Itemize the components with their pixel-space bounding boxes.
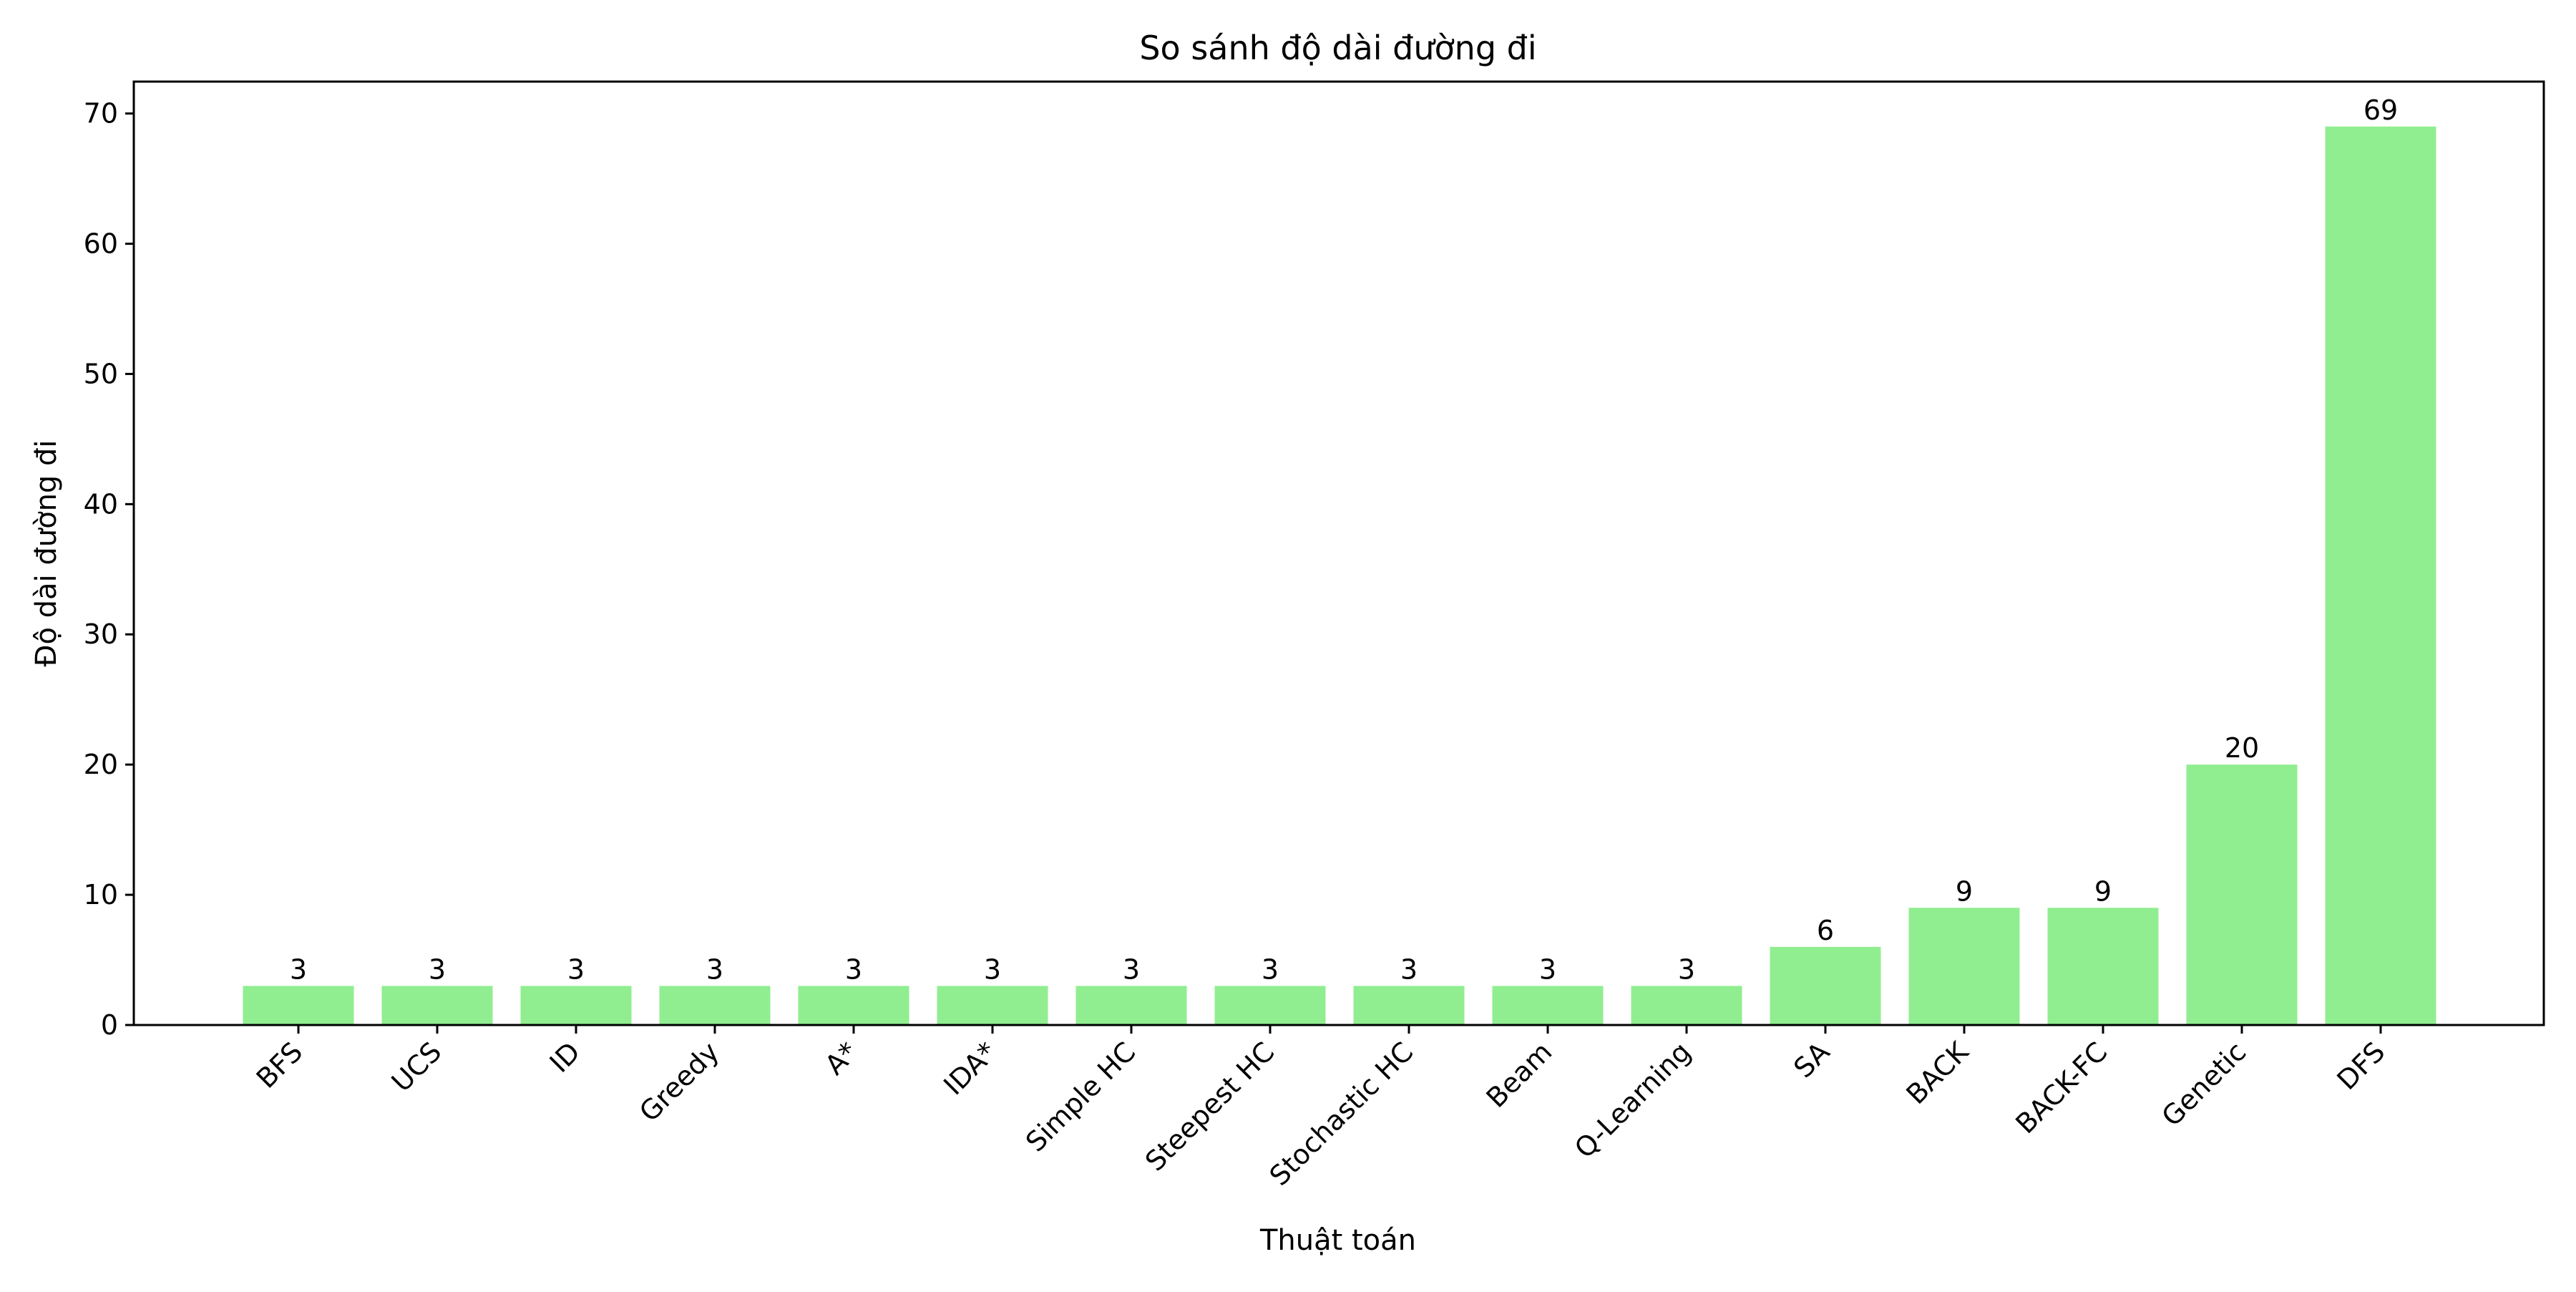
x-tick-label: UCS [386, 1036, 448, 1098]
bar-value-label: 20 [2225, 732, 2259, 764]
x-tick-label: BACK-FC [2009, 1036, 2113, 1140]
bar [659, 986, 771, 1025]
x-tick-label: Q-Learning [1568, 1036, 1697, 1164]
y-tick-label: 60 [84, 228, 118, 259]
x-tick-label: ID [544, 1036, 587, 1079]
bar-value-label: 3 [290, 953, 307, 985]
bar-value-label: 3 [706, 953, 723, 985]
plot-frame [132, 80, 2545, 1026]
x-tick-label: BACK [1901, 1035, 1976, 1110]
bar [1908, 908, 2020, 1025]
bar [2047, 908, 2159, 1025]
x-tick-label: Simple HC [1020, 1036, 1141, 1157]
x-tick-label: SA [1787, 1036, 1835, 1084]
x-tick-label: Genetic [2156, 1036, 2253, 1132]
bar-value-label: 3 [567, 953, 585, 985]
y-tick-label: 20 [84, 749, 118, 780]
y-tick-label: 30 [84, 618, 118, 650]
bar [243, 986, 354, 1025]
x-tick-label: DFS [2331, 1036, 2391, 1096]
bar [1631, 986, 1742, 1025]
x-tick-label: BFS [250, 1036, 309, 1094]
bar [381, 986, 493, 1025]
bar-value-label: 9 [2094, 875, 2112, 907]
x-tick-label: Beam [1480, 1036, 1558, 1114]
bar-value-label: 3 [1678, 953, 1695, 985]
bar-value-label: 3 [984, 953, 1001, 985]
bar-value-label: 3 [1262, 953, 1279, 985]
bar-value-label: 3 [429, 953, 446, 985]
bar-value-label: 3 [1123, 953, 1140, 985]
x-tick-label: Stochastic HC [1264, 1036, 1420, 1192]
y-tick-label: 10 [84, 879, 118, 910]
bar-value-label: 69 [2363, 94, 2398, 126]
bar [1492, 986, 1604, 1025]
ticks-layer: 0 10 20 30 40 50 60 70 BFS UCS ID Greedy A* IDA* Simpl… [84, 98, 2391, 1192]
bar [798, 986, 909, 1025]
bar [520, 986, 632, 1025]
bar [1770, 946, 1881, 1025]
bar-value-label: 3 [1539, 953, 1556, 985]
x-axis-label: Thuật toán [1259, 1224, 1416, 1257]
bar [2325, 126, 2436, 1025]
bar [1075, 986, 1187, 1025]
bar-value-label: 3 [1400, 953, 1418, 985]
bar-value-label: 6 [1817, 915, 1834, 946]
x-tick-label: Greedy [633, 1036, 725, 1127]
x-tick-label: A* [819, 1036, 864, 1081]
bar [2186, 764, 2298, 1025]
y-tick-label: 40 [84, 488, 118, 520]
chart-title: So sánh độ dài đường đi [1139, 29, 1536, 67]
bar [1353, 986, 1465, 1025]
y-axis-label: Độ dài đường đi [30, 439, 63, 666]
x-tick-label: IDA* [937, 1036, 1002, 1101]
y-tick-label: 70 [84, 98, 118, 130]
x-tick-label: Steepest HC [1139, 1036, 1280, 1177]
bar [937, 986, 1048, 1025]
bar-value-label: 9 [1956, 875, 1973, 907]
bar-value-label: 3 [845, 953, 862, 985]
y-tick-label: 0 [101, 1009, 118, 1041]
bar [1214, 986, 1326, 1025]
y-tick-label: 50 [84, 358, 118, 389]
